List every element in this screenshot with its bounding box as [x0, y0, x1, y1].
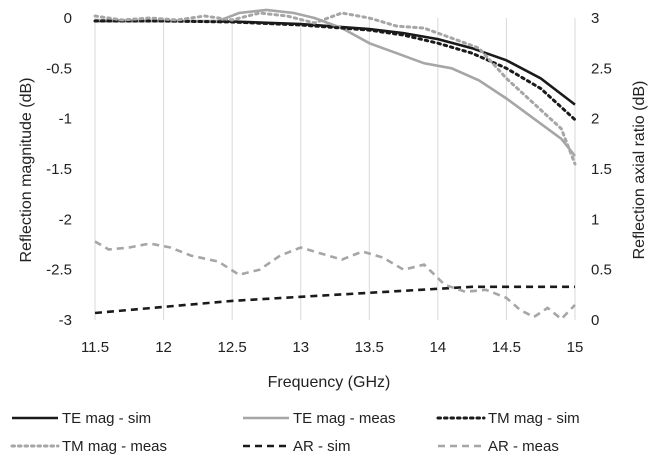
x-tick-label: 14.5 [492, 339, 521, 356]
legend: TE mag - sim TE mag - meas TM mag - sim TM … [10, 410, 580, 455]
y-right-tick-label: 1.5 [591, 161, 612, 178]
y-right-tick-label: 1 [591, 211, 599, 228]
x-tick-label: 12.5 [218, 339, 247, 356]
y-right-tick-label: 2 [591, 111, 599, 128]
y-left-tick-label: -2 [59, 211, 72, 228]
x-tick-label: 11.5 [81, 339, 109, 356]
y-left-tick-label: -0.5 [46, 60, 72, 77]
y-left-tick-label: -1.5 [46, 161, 72, 178]
x-tick-label: 13 [292, 339, 309, 356]
y-left-tick-label: -1 [59, 111, 72, 128]
grid [94, 18, 576, 320]
ticks-layer: 11.5 12 12.5 13 13.5 14 14.5 150-0.5-1-1.5-2-2.… [46, 10, 612, 356]
y-left-tick-label: -2.5 [46, 262, 72, 279]
series-line-tm-mag---meas [93, 11, 577, 166]
series-layer [93, 8, 577, 321]
legend-label: TM mag - sim [488, 410, 580, 427]
legend-label: TE mag - sim [62, 410, 151, 427]
legend-label: TM mag - meas [62, 438, 167, 455]
y-right-tick-label: 0.5 [591, 262, 612, 279]
y-axis-right-title: Reflection axial ratio (dB) [631, 81, 648, 260]
x-tick-label: 12 [155, 339, 172, 356]
series-line-te-mag---sim [95, 19, 576, 106]
y-right-tick-label: 2.5 [591, 60, 612, 77]
series-line-ar---sim [94, 285, 575, 315]
y-axis-left-title: Reflection magnitude (dB) [18, 78, 35, 263]
series-line-tm-mag---sim [93, 19, 577, 122]
y-right-tick-label: 3 [591, 10, 599, 27]
x-tick-label: 14 [430, 339, 447, 356]
series-line-te-mag---meas [94, 8, 577, 157]
legend-label: AR - meas [488, 438, 559, 455]
legend-label: AR - sim [293, 438, 351, 455]
x-axis-title: Frequency (GHz) [268, 374, 391, 391]
x-tick-label: 15 [567, 339, 584, 356]
y-left-tick-label: 0 [64, 10, 72, 27]
y-left-tick-label: -3 [59, 312, 72, 329]
series-line-ar---meas [94, 240, 576, 321]
x-tick-label: 13.5 [355, 339, 384, 356]
legend-label: TE mag - meas [293, 410, 396, 427]
y-right-tick-label: 0 [591, 312, 599, 329]
